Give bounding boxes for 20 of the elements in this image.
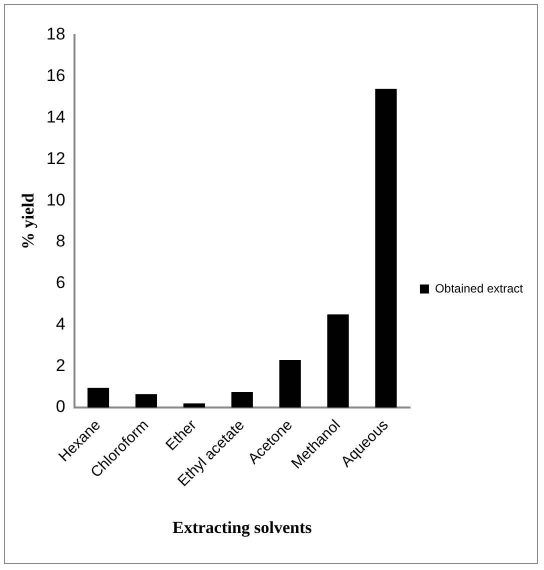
y-tick-label: 8: [56, 232, 66, 251]
x-axis-title: Extracting solvents: [172, 518, 312, 538]
bar: [183, 403, 205, 408]
legend-label: Obtained extract: [434, 281, 524, 296]
bar: [231, 392, 253, 408]
y-tick-label: 18: [46, 24, 66, 44]
y-tick-label: 0: [56, 397, 66, 416]
bar: [279, 360, 301, 408]
y-tick-label: 4: [56, 314, 66, 334]
y-tick-label: 2: [56, 356, 66, 375]
y-tick-label: 14: [46, 107, 66, 126]
bar: [375, 88, 397, 408]
y-axis-title: % yield: [18, 192, 38, 250]
y-tick-label: 10: [46, 190, 66, 210]
y-tick-label: 12: [46, 148, 66, 168]
bar: [327, 314, 349, 408]
bar: [135, 394, 158, 408]
y-tick-label: 6: [56, 273, 66, 292]
y-tick-label: 16: [46, 66, 66, 86]
bar: [87, 388, 110, 408]
